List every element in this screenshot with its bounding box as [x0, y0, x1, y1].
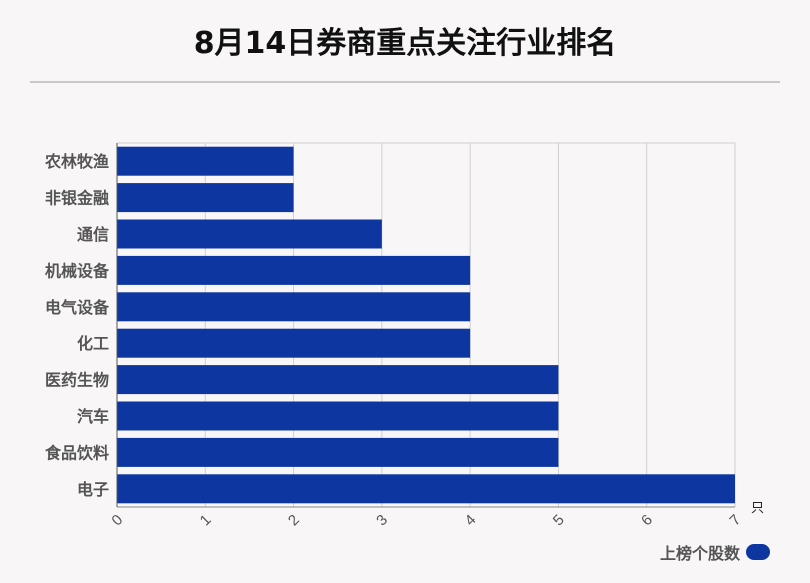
bar — [117, 474, 735, 504]
category-label: 化工 — [77, 334, 109, 353]
x-tick-label: 2 — [285, 511, 303, 529]
x-tick-label: 0 — [108, 511, 126, 529]
bar — [117, 365, 559, 395]
category-label: 电子 — [77, 480, 109, 499]
bar — [117, 255, 471, 285]
x-tick-label: 3 — [373, 511, 391, 529]
category-label: 通信 — [77, 225, 109, 244]
category-label: 食品饮料 — [44, 443, 109, 462]
category-label: 机械设备 — [45, 261, 110, 280]
chart-title: 8月14日券商重点关注行业排名 — [193, 26, 617, 61]
x-tick-label: 6 — [638, 511, 656, 529]
x-tick-label: 5 — [550, 511, 568, 529]
x-tick-label: 1 — [197, 511, 215, 529]
bar — [117, 146, 294, 176]
bar — [117, 219, 382, 249]
bar — [117, 401, 559, 431]
category-label: 非银金融 — [45, 189, 109, 208]
legend: 上榜个股数 — [660, 540, 770, 564]
legend-label: 上榜个股数 — [659, 544, 740, 563]
x-tick-label: 7 — [726, 511, 744, 529]
legend-swatch — [746, 544, 770, 560]
category-label: 汽车 — [77, 407, 109, 426]
bar — [117, 437, 559, 467]
category-label: 农林牧渔 — [44, 152, 109, 171]
bar — [117, 328, 471, 358]
x-unit-label: 只 — [751, 501, 764, 516]
category-label: 电气设备 — [45, 298, 110, 317]
bar — [117, 183, 294, 213]
x-tick-label: 4 — [462, 511, 480, 529]
title-divider — [30, 81, 780, 83]
bar — [117, 292, 471, 322]
category-label: 医药生物 — [45, 371, 109, 390]
